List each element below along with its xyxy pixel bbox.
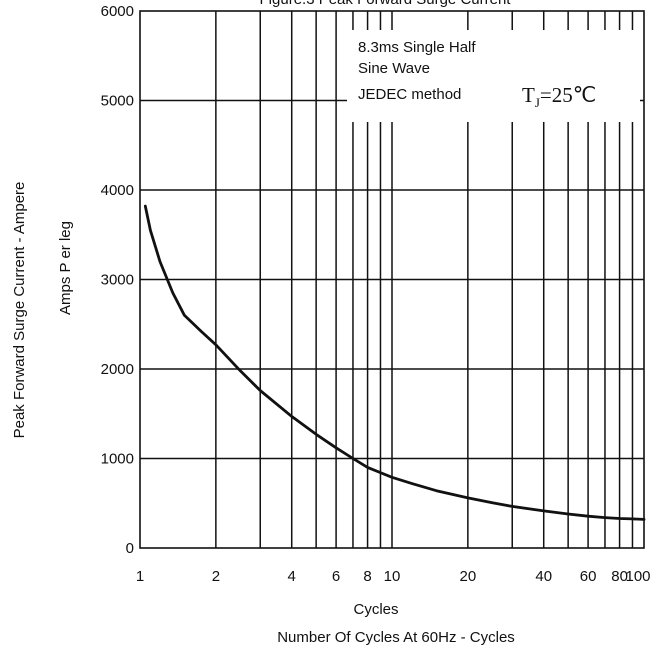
x-axis-label-secondary: Number Of Cycles At 60Hz - Cycles (277, 629, 515, 646)
tj-letter: T (522, 83, 535, 107)
chart-title: Figure.3 Peak Forward Surge Current (260, 0, 512, 8)
y-tick-label: 0 (126, 540, 134, 557)
x-tick-label: 10 (384, 568, 401, 585)
x-tick-label: 4 (288, 568, 296, 585)
y-tick-label: 6000 (101, 3, 134, 20)
x-tick-label: 6 (332, 568, 340, 585)
x-tick-label: 60 (580, 568, 597, 585)
y-tick-label: 4000 (101, 182, 134, 199)
x-tick-label: 100 (625, 568, 650, 585)
plot-frame (139, 10, 645, 549)
x-tick-label: 80 (611, 568, 628, 585)
surge-current-curve (143, 204, 646, 521)
y-tick-label: 2000 (101, 361, 134, 378)
series-group (143, 204, 646, 521)
x-tick-label: 20 (460, 568, 477, 585)
y-axis-label: Peak Forward Surge Current - Ampere (11, 182, 28, 439)
annotation-box: 8.3ms Single Half Sine Wave JEDEC method… (347, 30, 640, 122)
annotation-line-2: Sine Wave (358, 60, 430, 77)
y-tick-label: 1000 (101, 451, 134, 468)
x-axis-label: Cycles (353, 601, 398, 618)
tj-subscript: J (535, 95, 540, 110)
junction-temp-label: TJ=25℃ (522, 83, 596, 110)
x-tick-label: 1 (136, 568, 144, 585)
y-tick-label: 3000 (101, 272, 134, 289)
annotation-line-3: JEDEC method (358, 86, 461, 103)
annotation-background (347, 30, 640, 122)
x-tick-label: 40 (535, 568, 552, 585)
annotation-line-1: 8.3ms Single Half (358, 39, 476, 56)
tj-value: =25℃ (540, 83, 596, 107)
y-axis-label-secondary: Amps P er leg (57, 221, 74, 315)
x-tick-label: 8 (363, 568, 371, 585)
y-tick-label: 5000 (101, 93, 134, 110)
y-tick-labels: 0 1000 2000 3000 4000 5000 6000 (101, 3, 134, 557)
x-tick-label: 2 (212, 568, 220, 585)
